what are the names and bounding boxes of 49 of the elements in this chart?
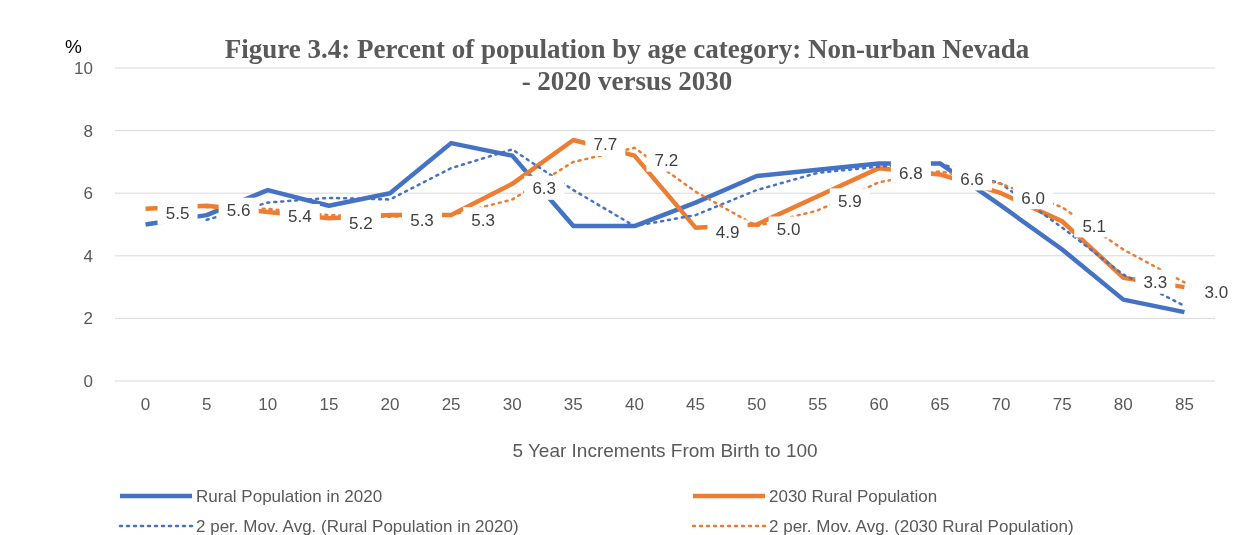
legend-label: 2030 Rural Population [769, 486, 938, 506]
x-tick-label: 20 [380, 395, 400, 414]
data-label: 5.4 [287, 207, 312, 227]
x-tick-label: 30 [502, 395, 522, 414]
x-tick-label: 5 [201, 395, 212, 414]
y-tick-label: 0 [83, 371, 93, 391]
x-tick-label: 0 [140, 395, 151, 414]
x-tick-label: 80 [1113, 395, 1133, 414]
data-label: 6.6 [960, 169, 984, 189]
data-label: 5.0 [776, 219, 801, 239]
x-tick-label: 25 [441, 395, 461, 414]
legend-label: Rural Population in 2020 [196, 486, 383, 506]
y-axis-title: % [65, 36, 82, 57]
chart-title: Figure 3.4: Percent of population by age category: Non-urban Nevada - 2020 versus 2030 [224, 34, 1030, 96]
y-tick-label: 10 [74, 58, 93, 78]
data-label: 6.3 [532, 179, 557, 199]
data-label: 3.0 [1204, 282, 1229, 302]
x-tick-label: 50 [747, 395, 767, 414]
legend-label: 2 per. Mov. Avg. (Rural Population in 2020) [196, 516, 519, 535]
x-tick-label: 70 [991, 395, 1011, 414]
x-tick-label: 85 [1174, 395, 1194, 414]
y-tick-label: 8 [83, 121, 93, 141]
x-tick-label: 65 [930, 395, 950, 414]
x-tick-label: 35 [563, 395, 583, 414]
data-label: 7.7 [593, 135, 618, 155]
data-label: 3.3 [1143, 273, 1168, 293]
y-tick-label: 4 [83, 246, 93, 266]
data-label: 5.1 [1082, 216, 1107, 236]
y-tick-label: 6 [83, 184, 93, 204]
x-tick-label: 40 [624, 395, 644, 414]
x-tick-label: 15 [319, 395, 339, 414]
data-label: 5.3 [471, 210, 495, 230]
data-label: 5.6 [226, 201, 251, 221]
legend-label: 2 per. Mov. Avg. (2030 Rural Population) [769, 516, 1074, 535]
x-tick-label: 45 [686, 395, 706, 414]
data-label: 5.5 [165, 204, 190, 224]
data-label: 5.9 [837, 191, 862, 211]
y-tick-label: 2 [83, 309, 93, 329]
x-axis-title: 5 Year Increments From Birth to 100 [512, 440, 818, 461]
data-label: 6.8 [899, 163, 923, 183]
x-tick-label: 75 [1052, 395, 1072, 414]
x-tick-label: 55 [808, 395, 828, 414]
x-tick-label: 60 [869, 395, 889, 414]
data-label: 5.2 [349, 213, 373, 233]
data-label: 4.9 [715, 223, 740, 243]
data-label: 5.3 [410, 210, 434, 230]
x-tick-label: 10 [258, 395, 278, 414]
data-label: 7.2 [654, 151, 679, 171]
data-label: 6.0 [1021, 188, 1045, 208]
